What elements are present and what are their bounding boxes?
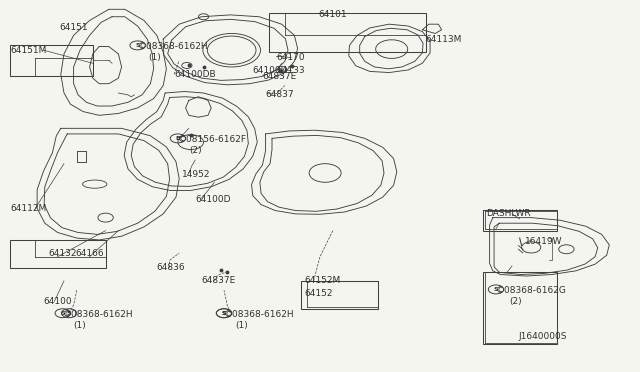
Text: ©08368-6162H: ©08368-6162H [224, 310, 294, 319]
Text: S: S [221, 311, 227, 316]
Text: S: S [67, 311, 72, 316]
Text: 64837: 64837 [266, 90, 294, 99]
Text: (2): (2) [509, 297, 522, 306]
Bar [10, 45, 93, 76]
Text: ©08156-6162F: ©08156-6162F [178, 135, 247, 144]
Text: ©08368-6162H: ©08368-6162H [63, 310, 133, 319]
Text: 64132: 64132 [48, 249, 77, 258]
Text: ©08368-6162H: ©08368-6162H [138, 42, 208, 51]
Text: S: S [493, 287, 499, 292]
Text: S: S [60, 311, 65, 316]
Text: S: S [135, 43, 140, 48]
Text: 64166: 64166 [76, 249, 104, 258]
Bar [269, 13, 426, 52]
Text: 64836: 64836 [157, 263, 186, 272]
Bar [483, 210, 557, 231]
Text: 64151: 64151 [59, 23, 88, 32]
Text: 16419W: 16419W [525, 237, 563, 246]
Text: B: B [175, 136, 180, 141]
Text: (2): (2) [189, 146, 202, 155]
Text: 64151M: 64151M [10, 46, 47, 55]
Text: (1): (1) [74, 321, 86, 330]
Text: 64100DB: 64100DB [174, 70, 216, 79]
Text: 64133: 64133 [276, 66, 305, 75]
Text: J1640000S: J1640000S [518, 332, 567, 341]
Text: 64837E: 64837E [262, 72, 297, 81]
Text: (1): (1) [148, 53, 161, 62]
Bar [301, 281, 378, 309]
Text: ©08368-6162G: ©08368-6162G [496, 286, 567, 295]
Text: 64113M: 64113M [426, 35, 462, 44]
Bar [10, 240, 106, 268]
Text: (1): (1) [236, 321, 248, 330]
Text: 64101: 64101 [318, 10, 347, 19]
Bar [483, 272, 557, 344]
Text: 64112M: 64112M [10, 204, 47, 213]
Text: 64170: 64170 [276, 53, 305, 62]
Text: 14952: 14952 [182, 170, 211, 179]
Text: S: S [221, 311, 227, 316]
Text: 64837E: 64837E [202, 276, 236, 285]
Text: 64152M: 64152M [304, 276, 340, 285]
Text: 64152: 64152 [304, 289, 333, 298]
Text: 64100D: 64100D [253, 66, 288, 75]
Text: 64100: 64100 [44, 297, 72, 306]
Text: DASHLWR: DASHLWR [486, 209, 531, 218]
Text: 64100D: 64100D [195, 195, 230, 203]
